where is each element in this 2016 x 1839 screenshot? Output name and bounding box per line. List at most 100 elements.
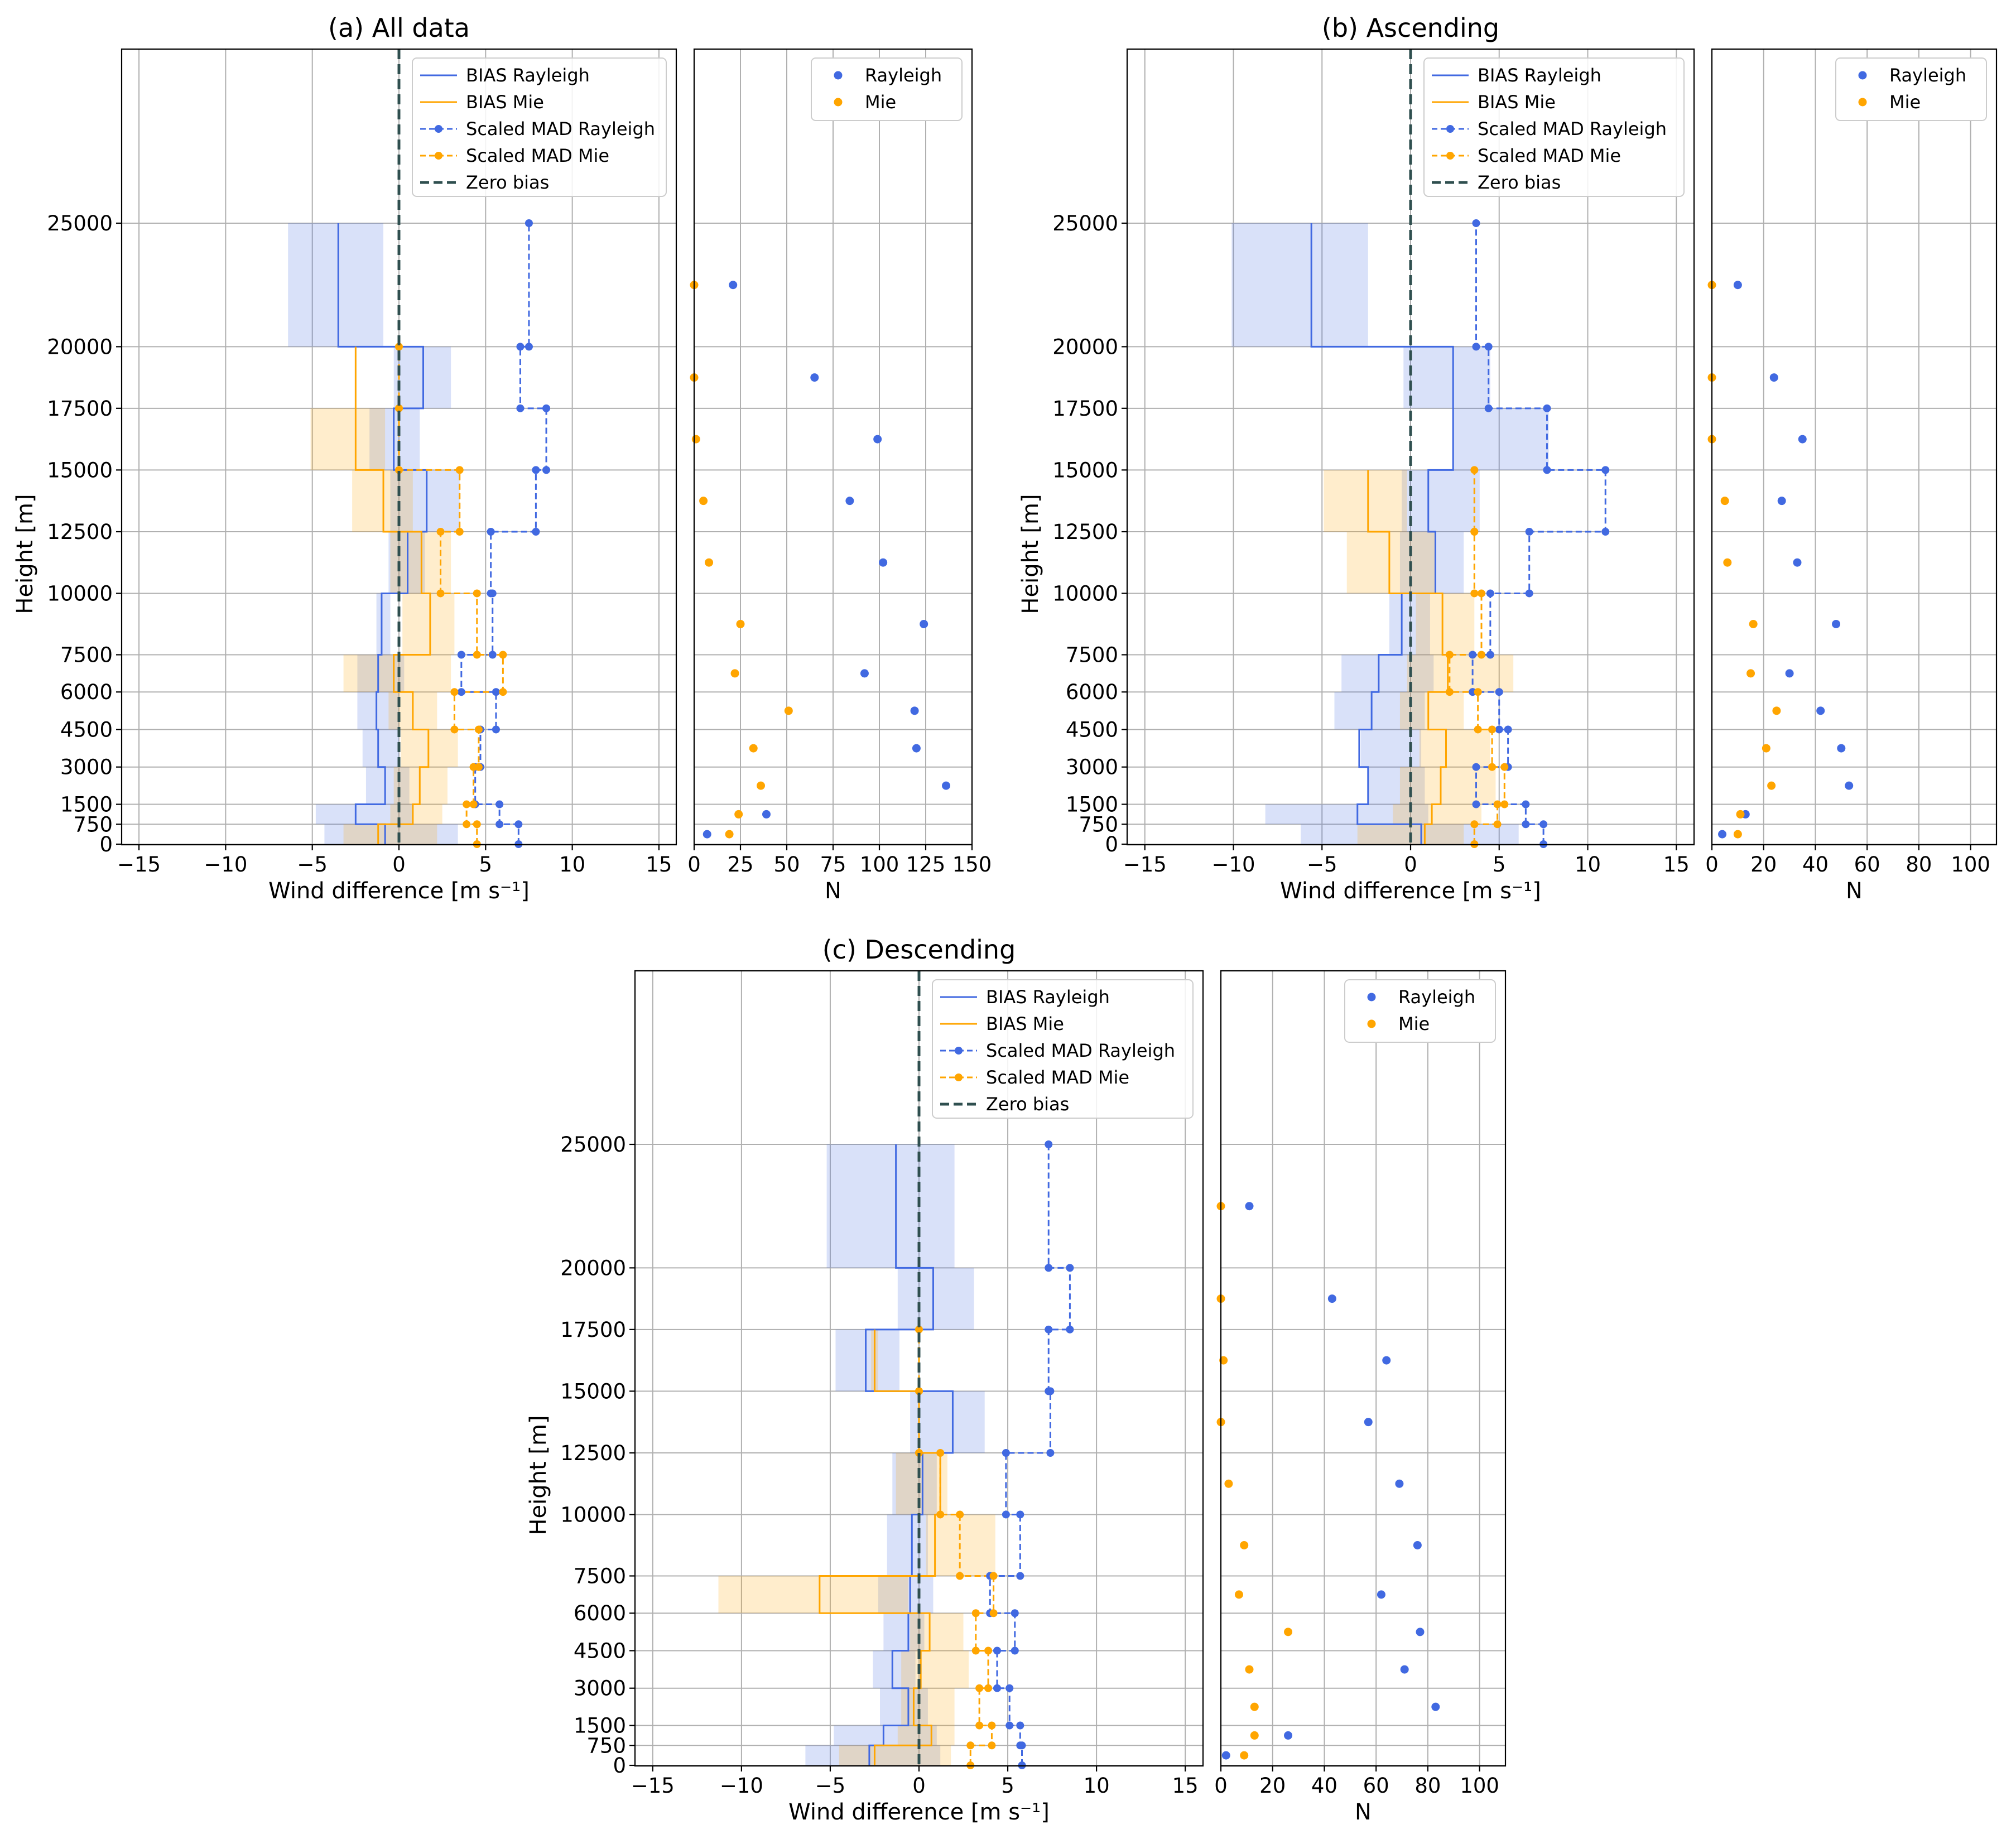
rayleigh-spread-band [883,1613,925,1651]
y-tick-label: 750 [586,1734,626,1758]
y-tick-label: 12500 [47,520,113,544]
x-tick-label: 0 [1404,853,1417,877]
rayleigh-spread-band [362,729,399,767]
x-tick-label: −10 [204,853,247,877]
y-tick-label: 15000 [47,458,113,482]
scaled-mad-rayleigh-point [1601,528,1610,536]
scaled-mad-rayleigh-point [1005,1721,1014,1730]
x-tick-label: 15 [1172,1774,1199,1798]
scaled-mad-rayleigh-point [1543,466,1551,474]
x-tick-label: 0 [392,853,406,877]
mie-count-point [1240,1751,1249,1760]
legend-marker [955,1047,963,1055]
y-tick-label: 15000 [1052,458,1118,482]
scaled-mad-rayleigh-point [516,404,525,412]
mie-spread-band [839,1745,951,1765]
scaled-mad-mie-point [975,1684,984,1692]
bias-mie-line [354,346,431,844]
scaled-mad-rayleigh-point [1045,1140,1053,1148]
legend-marker [435,152,442,160]
scaled-mad-mie-point [1500,800,1509,808]
x-axis-label: Wind difference [m s⁻¹] [268,878,530,904]
rayleigh-count-point [1413,1540,1422,1549]
x-axis-label: N [1355,1799,1372,1825]
rayleigh-count-point [1718,830,1727,839]
y-tick-label: 20000 [47,335,113,359]
y-tick-label: 1500 [574,1714,626,1738]
scaled-mad-mie-point [971,1609,980,1617]
mie-spread-band [896,1453,947,1515]
mie-spread-band [1393,804,1481,825]
scaled-mad-rayleigh-point [492,725,500,734]
scaled-mad-mie-point [473,651,481,659]
scaled-mad-mie-point [1478,651,1485,659]
x-tick-label: 5 [479,853,493,877]
scaled-mad-mie-point [450,688,459,696]
x-axis-label: Wind difference [m s⁻¹] [1280,878,1541,904]
scaled-mad-rayleigh-point [1601,466,1610,474]
x-tick-label: 80 [1414,1774,1441,1798]
rayleigh-count-point [1777,497,1786,506]
x-tick-label: 0 [912,1774,926,1798]
scaled-mad-rayleigh-point [1539,820,1548,829]
x-tick-label: −5 [815,1774,846,1798]
legend-label: Rayleigh [865,65,942,86]
bias-mie-line [1367,470,1449,844]
scaled-mad-mie-point [1493,820,1502,829]
scaled-mad-rayleigh-point [1472,763,1480,771]
legend-box [1344,979,1496,1043]
mie-count-point [749,744,758,753]
rayleigh-count-point [1221,1751,1230,1760]
x-tick-label: −15 [117,853,161,877]
rayleigh-count-point [762,810,771,819]
mie-count-point [1736,810,1745,819]
mie-count-point [725,830,734,839]
scaled-mad-rayleigh-point [1046,1449,1055,1457]
rayleigh-count-point [1364,1418,1373,1427]
y-tick-label: 750 [73,812,113,836]
mie-spread-band [901,1650,969,1688]
rayleigh-count-point [860,669,869,678]
legend-label: Zero bias [1478,172,1561,193]
scaled-mad-rayleigh-point [993,1647,1001,1655]
scaled-mad-mie-point [499,651,507,659]
rayleigh-spread-band [376,593,391,655]
scaled-mad-rayleigh-point [1495,725,1503,734]
y-tick-label: 0 [99,832,113,856]
legend-label: BIAS Rayleigh [466,65,590,86]
rayleigh-count-point [1793,558,1802,567]
rayleigh-count-point [942,781,951,790]
mie-count-point [1224,1479,1233,1488]
y-tick-label: 17500 [47,397,113,421]
legend-marker [435,125,442,133]
legend-marker [1446,152,1454,160]
y-tick-label: 6000 [60,680,113,704]
x-tick-label: 15 [646,853,672,877]
scaled-mad-mie-point [1445,688,1454,696]
mie-spread-band [926,1514,995,1576]
mie-count-point [705,558,714,567]
mie-count-point [1245,1665,1254,1674]
scaled-mad-rayleigh-point [1469,651,1477,659]
rayleigh-count-point [1837,744,1846,753]
legend-label: Scaled MAD Mie [466,145,609,166]
scaled-mad-rayleigh-point [1522,820,1530,829]
mie-count-point [757,781,766,790]
legend: BIAS Rayleigh BIAS Mie Scaled MAD Rayleigh… [1423,57,1685,197]
scaled-mad-mie-point [463,800,471,808]
rayleigh-spread-band [897,1268,974,1330]
y-tick-label: 12500 [1052,520,1118,544]
rayleigh-spread-band [357,654,405,692]
y-tick-label: 17500 [1052,397,1118,421]
x-tick-label: 60 [1363,1774,1389,1798]
mie-spread-band [343,654,451,692]
legend-marker [1367,1019,1376,1028]
scaled-mad-rayleigh-point [1472,343,1480,351]
rayleigh-spread-band [388,532,425,594]
rayleigh-spread-band [324,824,458,844]
scaled-mad-rayleigh-point [1525,528,1533,536]
mie-spread-band [1346,532,1436,594]
scaled-mad-rayleigh-point [1486,651,1494,659]
y-tick-label: 0 [613,1754,626,1778]
